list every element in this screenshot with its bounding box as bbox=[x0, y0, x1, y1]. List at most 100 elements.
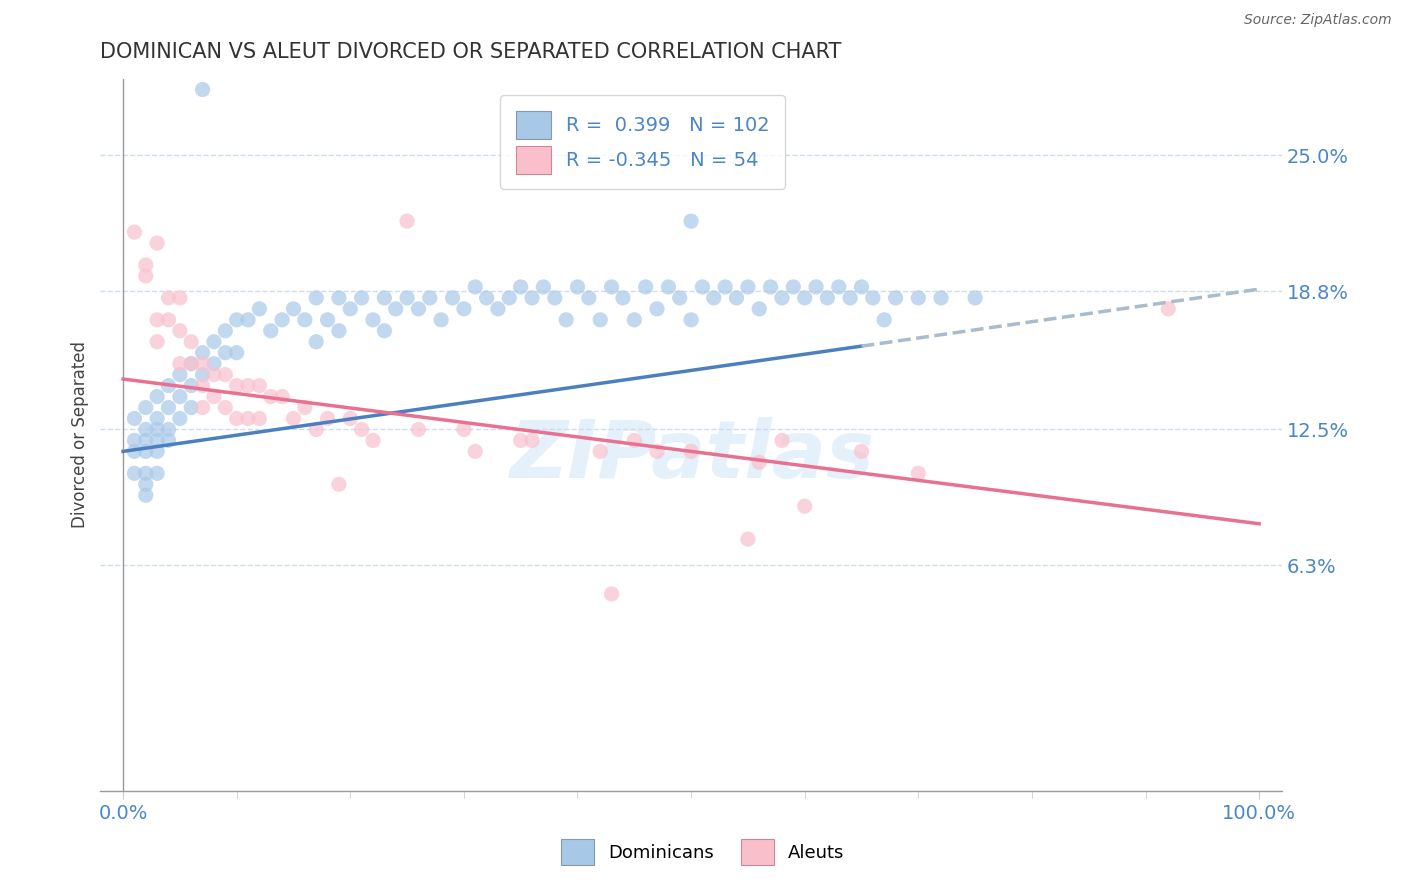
Point bbox=[135, 268, 157, 283]
Point bbox=[225, 313, 247, 327]
Point bbox=[748, 301, 770, 316]
Point bbox=[692, 280, 714, 294]
Point bbox=[396, 291, 419, 305]
Point bbox=[384, 301, 406, 316]
Point bbox=[907, 291, 929, 305]
Point bbox=[169, 368, 191, 382]
Point bbox=[578, 291, 600, 305]
Point bbox=[453, 422, 475, 436]
Point bbox=[135, 488, 157, 502]
Point bbox=[157, 422, 180, 436]
Point bbox=[180, 334, 202, 349]
Point bbox=[146, 467, 169, 481]
Point bbox=[681, 214, 703, 228]
Point bbox=[657, 280, 679, 294]
Point bbox=[146, 422, 169, 436]
Point bbox=[316, 411, 339, 425]
Point bbox=[157, 378, 180, 392]
Point bbox=[350, 422, 373, 436]
Point bbox=[180, 401, 202, 415]
Point bbox=[441, 291, 464, 305]
Point bbox=[135, 467, 157, 481]
Point bbox=[419, 291, 441, 305]
Text: Source: ZipAtlas.com: Source: ZipAtlas.com bbox=[1244, 13, 1392, 28]
Point bbox=[124, 434, 146, 448]
Point bbox=[191, 357, 214, 371]
Point bbox=[929, 291, 952, 305]
Point bbox=[135, 401, 157, 415]
Point bbox=[531, 280, 554, 294]
Point bbox=[305, 291, 328, 305]
Point bbox=[271, 390, 294, 404]
Point bbox=[600, 280, 623, 294]
Point bbox=[851, 280, 873, 294]
Point bbox=[486, 301, 509, 316]
Point bbox=[305, 334, 328, 349]
Point bbox=[714, 280, 737, 294]
Point bbox=[202, 357, 225, 371]
Point bbox=[236, 313, 259, 327]
Point bbox=[316, 313, 339, 327]
Point bbox=[567, 280, 589, 294]
Point bbox=[180, 378, 202, 392]
Point bbox=[180, 357, 202, 371]
Point bbox=[214, 345, 236, 359]
Point bbox=[748, 455, 770, 469]
Point bbox=[531, 159, 554, 173]
Point bbox=[180, 357, 202, 371]
Point bbox=[236, 378, 259, 392]
Point bbox=[294, 313, 316, 327]
Point bbox=[361, 434, 384, 448]
Point bbox=[453, 301, 475, 316]
Point bbox=[225, 345, 247, 359]
Point bbox=[124, 467, 146, 481]
Point bbox=[681, 444, 703, 458]
Point bbox=[884, 291, 907, 305]
Point bbox=[283, 411, 305, 425]
Point bbox=[191, 368, 214, 382]
Point bbox=[202, 368, 225, 382]
Point bbox=[623, 434, 645, 448]
Point bbox=[214, 368, 236, 382]
Point bbox=[157, 401, 180, 415]
Point bbox=[157, 291, 180, 305]
Point bbox=[634, 280, 657, 294]
Point bbox=[361, 313, 384, 327]
Point bbox=[339, 301, 361, 316]
Legend: R =  0.399   N = 102, R = -0.345   N = 54: R = 0.399 N = 102, R = -0.345 N = 54 bbox=[501, 95, 786, 189]
Point bbox=[328, 324, 350, 338]
Point bbox=[509, 434, 531, 448]
Point bbox=[146, 313, 169, 327]
Point bbox=[135, 422, 157, 436]
Point bbox=[328, 477, 350, 491]
Point bbox=[124, 444, 146, 458]
Point bbox=[815, 291, 838, 305]
Text: DOMINICAN VS ALEUT DIVORCED OR SEPARATED CORRELATION CHART: DOMINICAN VS ALEUT DIVORCED OR SEPARATED… bbox=[100, 42, 842, 62]
Point bbox=[260, 324, 283, 338]
Point bbox=[283, 301, 305, 316]
Point bbox=[169, 411, 191, 425]
Point bbox=[589, 444, 612, 458]
Point bbox=[793, 291, 815, 305]
Point bbox=[146, 434, 169, 448]
Y-axis label: Divorced or Separated: Divorced or Separated bbox=[72, 342, 89, 528]
Point bbox=[645, 301, 668, 316]
Point bbox=[169, 324, 191, 338]
Point bbox=[191, 345, 214, 359]
Point bbox=[520, 291, 543, 305]
Point bbox=[839, 291, 862, 305]
Point bbox=[408, 301, 430, 316]
Point bbox=[851, 444, 873, 458]
Point bbox=[965, 291, 987, 305]
Point bbox=[247, 301, 270, 316]
Point bbox=[623, 313, 645, 327]
Point bbox=[214, 401, 236, 415]
Point bbox=[135, 444, 157, 458]
Point bbox=[191, 378, 214, 392]
Point bbox=[464, 444, 486, 458]
Point bbox=[668, 291, 690, 305]
Point bbox=[236, 411, 259, 425]
Point bbox=[305, 422, 328, 436]
Point bbox=[770, 434, 793, 448]
Point bbox=[828, 280, 851, 294]
